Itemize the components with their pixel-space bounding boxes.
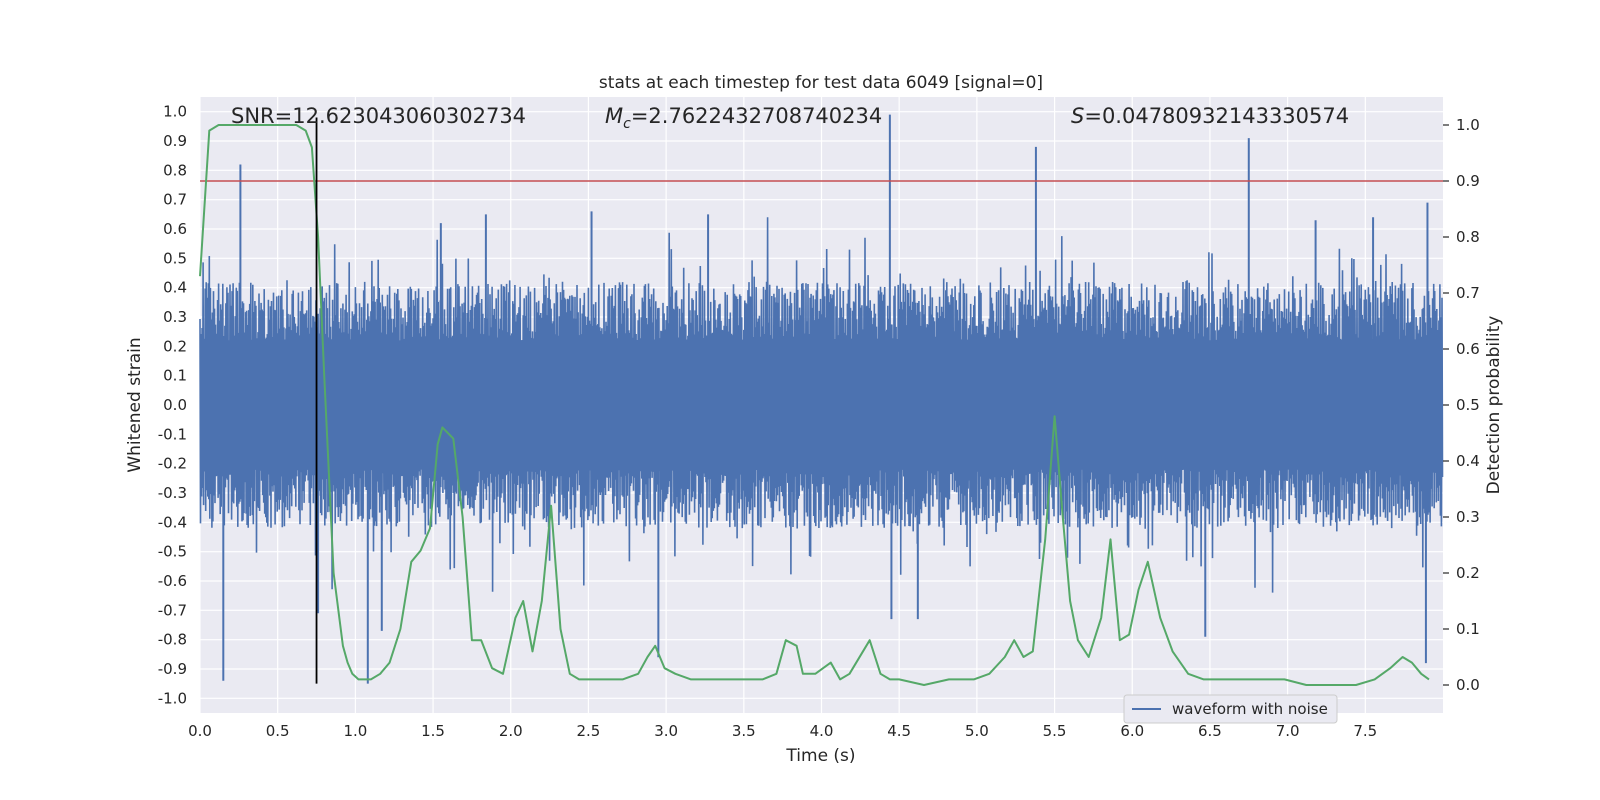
y-tick-label: 0.8 <box>163 161 187 179</box>
y-tick-label: -0.1 <box>158 425 187 443</box>
x-tick-label: 7.5 <box>1353 722 1377 740</box>
mc-annotation: Mc=2.7622432708740234 <box>605 104 882 132</box>
probability-line <box>199 124 1430 686</box>
legend-label: waveform with noise <box>1172 700 1328 718</box>
y2-tick-label: 0.5 <box>1456 396 1480 414</box>
y-tick-label: 0.6 <box>163 220 187 238</box>
waveform-series <box>199 114 1444 684</box>
y2-axis-label: Detection probability <box>1484 316 1504 495</box>
y-axis-label: Whitened strain <box>125 337 145 472</box>
y2-tick-label: 0.3 <box>1456 508 1480 526</box>
y-tick-label: 0.1 <box>163 367 187 385</box>
y-tick-label: 1.0 <box>163 103 187 121</box>
y-tick-label: 0.9 <box>163 132 187 150</box>
y2-tick-label: 0.9 <box>1456 172 1480 190</box>
x-tick-label: 6.5 <box>1198 722 1222 740</box>
x-tick-label: 2.0 <box>499 722 523 740</box>
chart-title: stats at each timestep for test data 604… <box>599 73 1043 93</box>
s-value: =0.04780932143330574 <box>1084 104 1349 128</box>
x-tick-label: 3.5 <box>732 722 756 740</box>
y-tick-label: -0.7 <box>158 601 187 619</box>
s-annotation: S=0.04780932143330574 <box>1071 104 1349 128</box>
y2-tick-label: 0.7 <box>1456 284 1480 302</box>
mc-value: =2.7622432708740234 <box>631 104 882 128</box>
y-tick-label: -0.6 <box>158 572 187 590</box>
y2-tick-label: 0.0 <box>1456 676 1480 694</box>
y2-tick-label: 0.4 <box>1456 452 1480 470</box>
x-tick-label: 0.5 <box>266 722 290 740</box>
y-tick-label: -0.5 <box>158 543 187 561</box>
x-tick-label: 1.0 <box>343 722 367 740</box>
y2-tick-label: 1.0 <box>1456 116 1480 134</box>
y-tick-label: -0.4 <box>158 513 187 531</box>
x-tick-label: 1.5 <box>421 722 445 740</box>
x-tick-label: 5.0 <box>965 722 989 740</box>
x-axis-label: Time (s) <box>785 746 855 766</box>
mc-symbol: M <box>605 104 623 128</box>
x-tick-label: 2.5 <box>577 722 601 740</box>
y2-tick-label: 0.2 <box>1456 564 1480 582</box>
legend: waveform with noise <box>1123 694 1338 724</box>
x-tick-label: 4.0 <box>810 722 834 740</box>
legend-box <box>1123 694 1338 724</box>
x-tick-label: 6.0 <box>1120 722 1144 740</box>
y-tick-label: -0.8 <box>158 631 187 649</box>
x-axis-ticks: 0.0 0.5 1.0 1.5 2.0 2.5 3.0 3.5 4.0 4.5 5.0 5.5 6.0 6… <box>188 722 1377 740</box>
x-tick-label: 7.0 <box>1276 722 1300 740</box>
mc-subscript: c <box>623 116 631 132</box>
y2-tick-label: 0.8 <box>1456 228 1480 246</box>
y2-tick-label: 0.1 <box>1456 620 1480 638</box>
y-tick-label: -1.0 <box>158 689 187 707</box>
y-tick-label: 0.4 <box>163 279 187 297</box>
y-tick-label: -0.2 <box>158 455 187 473</box>
y-tick-label: -0.9 <box>158 660 187 678</box>
y-tick-label: 0.3 <box>163 308 187 326</box>
s-symbol: S <box>1071 104 1084 128</box>
snr-annotation: SNR=12.623043060302734 <box>231 104 526 128</box>
x-tick-label: 4.5 <box>887 722 911 740</box>
y2-tick-label: 0.6 <box>1456 340 1480 358</box>
probability-series <box>199 124 1430 686</box>
x-tick-label: 5.5 <box>1043 722 1067 740</box>
y2-axis-ticks: 1.0 0.9 0.8 0.7 0.6 0.5 0.4 0.3 0.2 0.1 0.0 <box>1443 116 1480 694</box>
y-axis-ticks: 1.0 0.9 0.8 0.7 0.6 0.5 0.4 0.3 0.2 0.1 0.0 -0.1 -0.… <box>158 103 187 708</box>
y-tick-label: 0.5 <box>163 249 187 267</box>
y-tick-label: 0.7 <box>163 191 187 209</box>
y-tick-label: 0.2 <box>163 337 187 355</box>
waveform-trace <box>199 217 1444 593</box>
y-tick-label: 0.0 <box>163 396 187 414</box>
x-tick-label: 0.0 <box>188 722 212 740</box>
y-tick-label: -0.3 <box>158 484 187 502</box>
x-tick-label: 3.0 <box>654 722 678 740</box>
